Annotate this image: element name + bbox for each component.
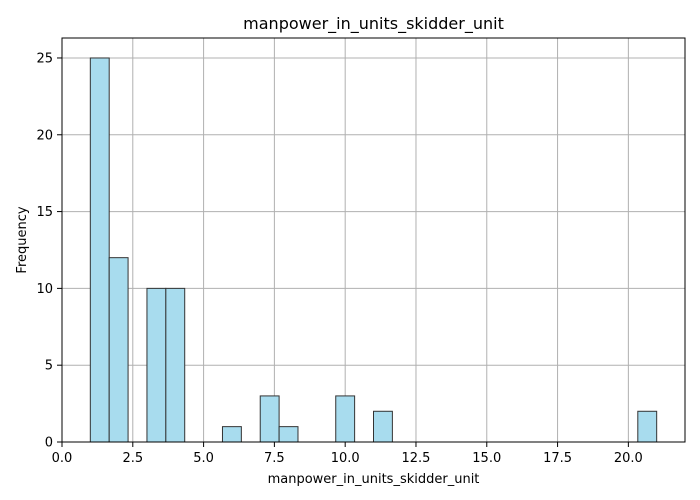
y-tick-label: 10	[36, 282, 53, 297]
x-tick-label: 2.5	[122, 451, 143, 466]
x-tick-label: 20.0	[614, 451, 643, 466]
y-tick-label: 20	[36, 128, 53, 143]
y-axis-title: Frequency	[15, 206, 30, 273]
y-tick-label: 0	[45, 436, 53, 451]
x-tick-label: 12.5	[402, 451, 431, 466]
histogram-bar	[221, 426, 242, 443]
y-tick-label: 15	[36, 205, 53, 220]
x-tick-label: 7.5	[264, 451, 285, 466]
y-axis-ticks: 0 5 10 15 20 25	[36, 51, 62, 451]
histogram-bar	[108, 257, 129, 443]
plot-frame	[61, 37, 686, 443]
histogram-bar	[146, 287, 167, 443]
chart-title: manpower_in_units_skidder_unit	[243, 14, 504, 34]
histogram-bar	[165, 287, 186, 443]
x-axis-ticks: 0.0 2.5 5.0 7.5 10.0 12.5 15.0 17.5 20.0	[52, 442, 643, 466]
x-axis-title: manpower_in_units_skidder_unit	[268, 472, 480, 487]
histogram-bar	[373, 410, 393, 443]
x-tick-label: 10.0	[331, 451, 360, 466]
x-tick-label: 15.0	[472, 451, 501, 466]
x-tick-label: 17.5	[543, 451, 572, 466]
histogram-bar	[278, 426, 299, 443]
histogram-bar	[637, 410, 658, 443]
histogram-bar	[335, 395, 356, 443]
histogram-bar	[89, 57, 110, 443]
histogram-bar	[259, 395, 280, 443]
x-tick-label: 0.0	[52, 451, 73, 466]
y-tick-label: 25	[36, 51, 53, 66]
x-tick-label: 5.0	[193, 451, 214, 466]
bars	[89, 57, 658, 443]
y-tick-label: 5	[45, 359, 53, 374]
